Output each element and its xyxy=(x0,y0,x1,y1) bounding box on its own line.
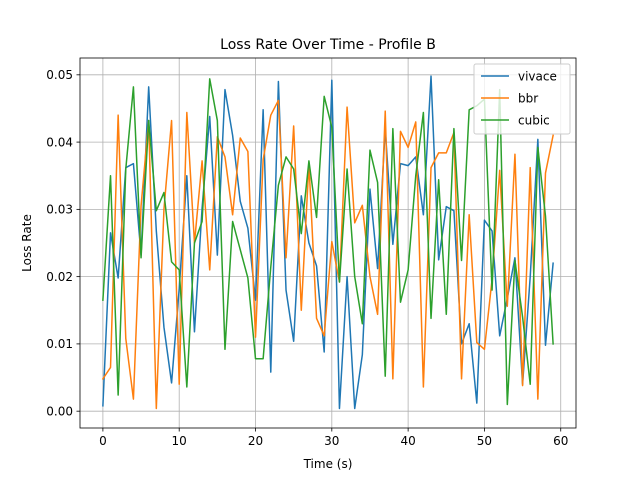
axis-ticks: 0 10 20 30 40 50 60 0.00 0.01 0.02 0.03 0.04 0.05 xyxy=(46,68,568,448)
x-tick-label: 0 xyxy=(99,434,107,448)
x-tick-label: 20 xyxy=(248,434,263,448)
y-tick-label: 0.03 xyxy=(46,203,73,217)
y-tick-label: 0.01 xyxy=(46,337,73,351)
series-line-vivace xyxy=(102,75,554,410)
x-tick-label: 60 xyxy=(553,434,568,448)
x-tick-label: 10 xyxy=(172,434,187,448)
chart-title: Loss Rate Over Time - Profile B xyxy=(220,37,436,53)
x-tick-label: 40 xyxy=(400,434,415,448)
legend: vivace bbr cubic xyxy=(473,63,571,135)
y-tick-label: 0.00 xyxy=(46,404,73,418)
plot-area-frame xyxy=(79,57,577,429)
x-tick-label: 50 xyxy=(477,434,492,448)
y-tick-label: 0.02 xyxy=(46,270,73,284)
x-tick-label: 30 xyxy=(324,434,339,448)
x-axis-label: Time (s) xyxy=(303,457,353,471)
legend-label-bbr: bbr xyxy=(518,91,538,105)
series-line-bbr xyxy=(101,99,554,410)
y-tick-label: 0.04 xyxy=(46,135,73,149)
legend-label-cubic: cubic xyxy=(518,113,550,127)
legend-box xyxy=(473,63,571,135)
legend-label-vivace: vivace xyxy=(518,69,557,83)
y-axis-label: Loss Rate xyxy=(20,214,34,272)
y-tick-label: 0.05 xyxy=(46,68,73,82)
